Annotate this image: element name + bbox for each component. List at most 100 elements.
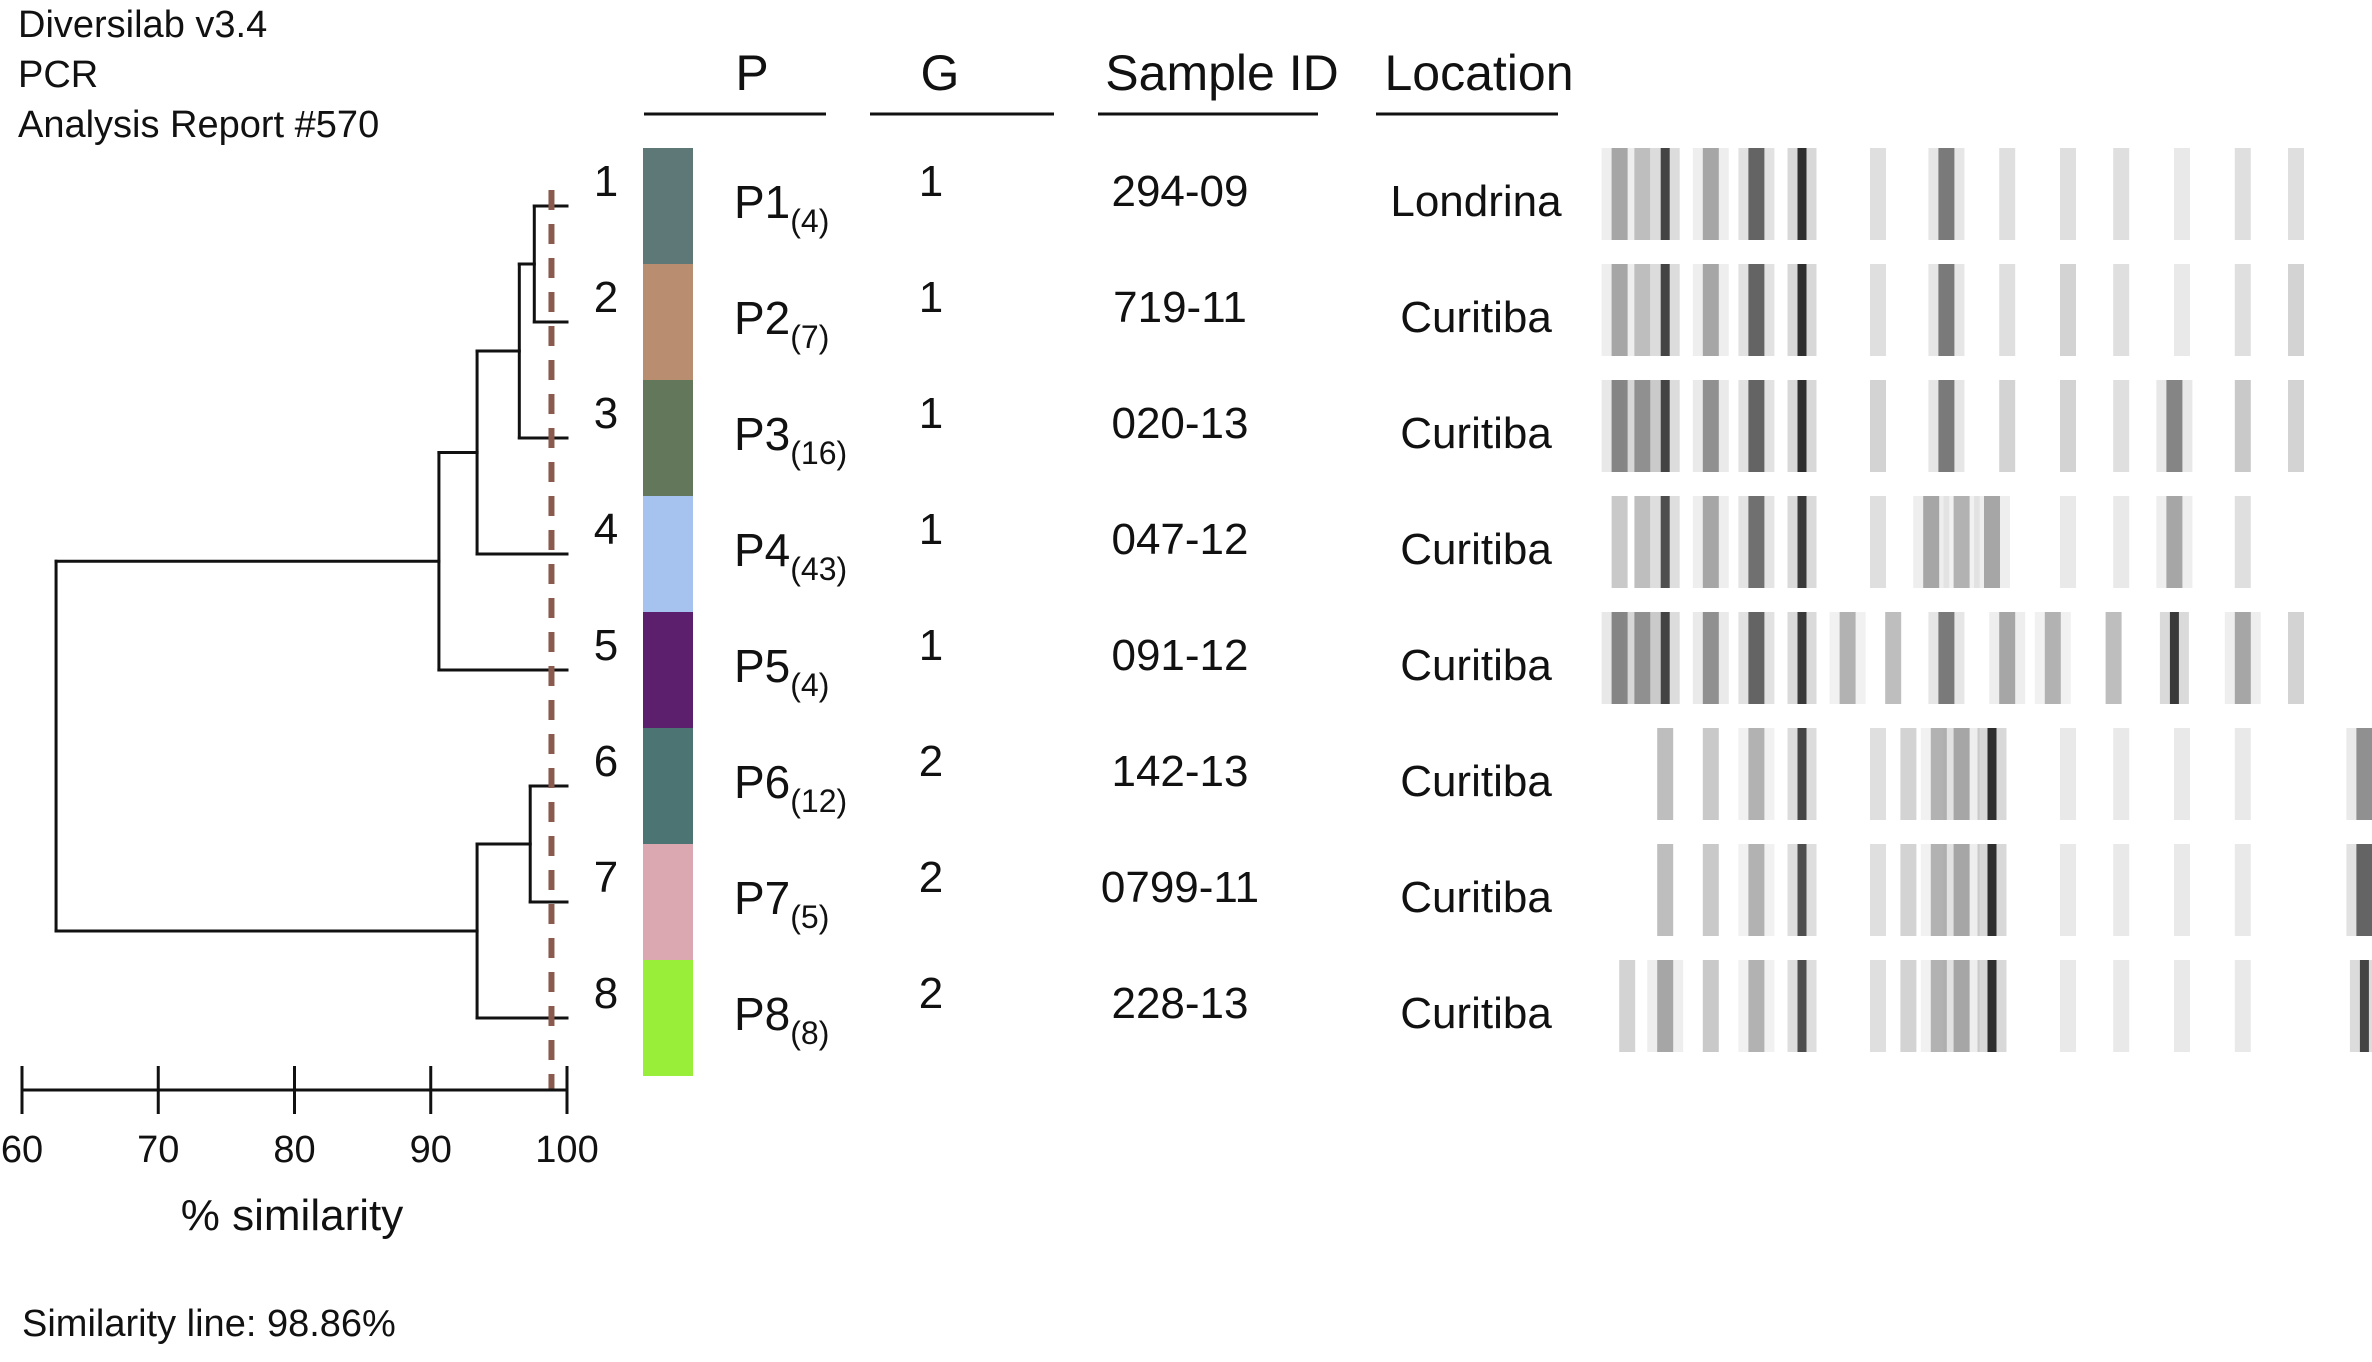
pattern-name: P1 bbox=[734, 176, 790, 228]
band-halo bbox=[1977, 844, 2007, 936]
band bbox=[1953, 728, 1970, 820]
band bbox=[1953, 844, 1970, 936]
band bbox=[1702, 380, 1719, 472]
band bbox=[1611, 148, 1628, 240]
band-halo bbox=[1943, 496, 1980, 588]
band bbox=[2234, 496, 2251, 588]
band-halo bbox=[1787, 148, 1817, 240]
band-halo bbox=[1692, 380, 1729, 472]
band bbox=[1634, 612, 1651, 704]
band-halo bbox=[1601, 380, 1638, 472]
band-lane bbox=[1657, 728, 2372, 820]
sample-row: 1 P1(4) 1 294-09 Londrina bbox=[594, 148, 1562, 264]
axis-tick-label: 80 bbox=[273, 1129, 315, 1171]
sample-id-value: 0799-11 bbox=[1101, 863, 1259, 912]
axis-tick-label: 70 bbox=[137, 1129, 179, 1171]
band bbox=[1938, 612, 1955, 704]
sample-id-value: 228-13 bbox=[1111, 979, 1248, 1028]
band bbox=[1839, 612, 1856, 704]
location-value: Curitiba bbox=[1400, 641, 1552, 690]
band-halo bbox=[1601, 612, 1638, 704]
location-value: Curitiba bbox=[1400, 293, 1552, 342]
band bbox=[2060, 844, 2076, 936]
band-halo bbox=[1601, 148, 1638, 240]
sample-row: 8 P8(8) 2 228-13 Curitiba bbox=[594, 960, 1552, 1076]
leaf-number: 6 bbox=[594, 737, 618, 786]
band-halo bbox=[2224, 612, 2261, 704]
pattern-color-swatch bbox=[643, 496, 693, 612]
location-value: Curitiba bbox=[1400, 873, 1552, 922]
band-halo bbox=[1928, 612, 1965, 704]
pattern-name: P4 bbox=[734, 524, 790, 576]
band-halo bbox=[1920, 844, 1957, 936]
column-header-p: P bbox=[735, 45, 768, 101]
band-lane bbox=[1619, 960, 2372, 1052]
band-halo bbox=[1989, 612, 2026, 704]
band-lane bbox=[1611, 496, 2251, 588]
axis-label: % similarity bbox=[181, 1191, 403, 1240]
band bbox=[2044, 612, 2061, 704]
pattern-count: (43) bbox=[790, 551, 847, 587]
band bbox=[2174, 728, 2190, 820]
band-halo bbox=[1692, 612, 1729, 704]
leaf-number: 7 bbox=[594, 853, 618, 902]
band bbox=[2060, 148, 2076, 240]
band-halo bbox=[1787, 380, 1817, 472]
band bbox=[2288, 380, 2304, 472]
band bbox=[2174, 844, 2190, 936]
band bbox=[2234, 728, 2251, 820]
band-halo bbox=[1738, 728, 1775, 820]
band-halo bbox=[1974, 496, 2010, 588]
band-halo bbox=[1738, 844, 1775, 936]
band bbox=[1999, 264, 2016, 356]
band-halo bbox=[1787, 960, 1817, 1052]
band bbox=[1660, 264, 1670, 356]
band-lane bbox=[1601, 612, 2304, 704]
band bbox=[1999, 380, 2016, 472]
band bbox=[2234, 380, 2251, 472]
axis-tick-label: 100 bbox=[535, 1129, 598, 1171]
band-halo bbox=[1650, 148, 1680, 240]
band bbox=[2113, 496, 2130, 588]
band-lane bbox=[1657, 844, 2372, 936]
sample-row: 6 P6(12) 2 142-13 Curitiba bbox=[594, 728, 1552, 844]
band-halo bbox=[1920, 728, 1957, 820]
band bbox=[1797, 612, 1807, 704]
band-halo bbox=[1692, 496, 1729, 588]
band bbox=[1797, 960, 1807, 1052]
sample-id-value: 020-13 bbox=[1111, 399, 1248, 448]
band bbox=[1634, 264, 1651, 356]
band bbox=[1797, 844, 1807, 936]
band-halo bbox=[1650, 264, 1680, 356]
column-header-location: Location bbox=[1384, 45, 1573, 101]
location-value: Londrina bbox=[1390, 177, 1562, 226]
pattern-name: P6 bbox=[734, 756, 790, 808]
sample-id-value: 719-11 bbox=[1113, 283, 1247, 332]
band bbox=[1657, 728, 1674, 820]
band-halo bbox=[1738, 264, 1775, 356]
band bbox=[1748, 728, 1765, 820]
band bbox=[1748, 380, 1765, 472]
axis-tick-label: 60 bbox=[1, 1129, 43, 1171]
band bbox=[2113, 148, 2130, 240]
pattern-color-swatch bbox=[643, 728, 693, 844]
pattern-color-swatch bbox=[643, 844, 693, 960]
band bbox=[1797, 148, 1807, 240]
band-halo bbox=[1787, 496, 1817, 588]
band-halo bbox=[2346, 728, 2372, 820]
band bbox=[2359, 960, 2369, 1052]
band bbox=[1748, 960, 1765, 1052]
column-headers: P G Sample ID Location bbox=[644, 45, 1574, 116]
band bbox=[1657, 960, 1674, 1052]
band bbox=[2234, 612, 2251, 704]
pattern-color-swatch bbox=[643, 380, 693, 496]
pattern-label: P5(4) bbox=[734, 640, 829, 703]
band bbox=[1657, 844, 1674, 936]
band-halo bbox=[1943, 844, 1980, 936]
band bbox=[1930, 844, 1947, 936]
band-halo bbox=[1692, 148, 1729, 240]
band bbox=[1702, 844, 1719, 936]
sample-id-value: 142-13 bbox=[1111, 747, 1248, 796]
